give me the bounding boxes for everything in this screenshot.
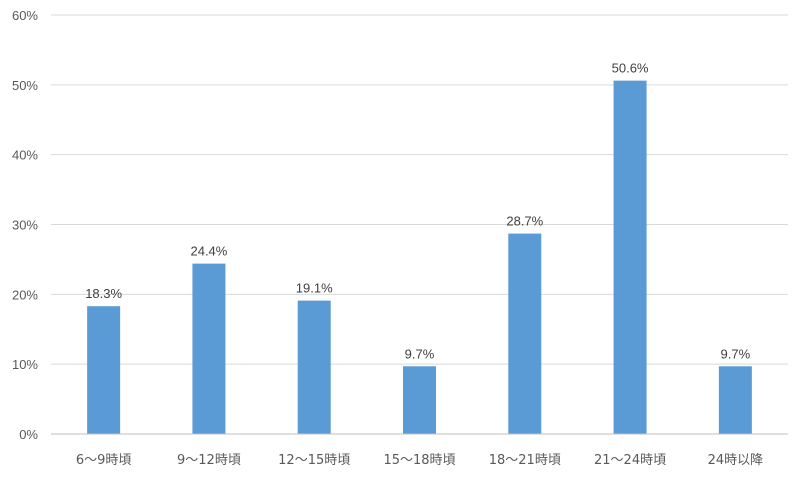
bar bbox=[613, 80, 647, 434]
data-label: 24.4% bbox=[190, 244, 227, 259]
y-tick-label: 60% bbox=[12, 8, 38, 23]
bar bbox=[192, 263, 226, 434]
bar bbox=[297, 300, 331, 434]
bar bbox=[508, 233, 542, 434]
category-label: 24時以降 bbox=[708, 453, 764, 468]
category-label: 6〜9時頃 bbox=[76, 453, 132, 468]
bar bbox=[718, 366, 752, 434]
y-tick-label: 0% bbox=[19, 427, 38, 442]
bar bbox=[403, 366, 436, 434]
y-tick-label: 30% bbox=[12, 218, 38, 233]
y-axis-tick-labels: 0% 10% 20% 30% 40% 50% 60% bbox=[12, 8, 38, 442]
data-label: 18.3% bbox=[85, 286, 122, 301]
y-tick-label: 40% bbox=[12, 148, 38, 163]
category-label: 18〜21時頃 bbox=[489, 453, 561, 468]
data-label: 9.7% bbox=[405, 346, 435, 361]
bars bbox=[87, 80, 752, 434]
data-label: 9.7% bbox=[721, 346, 751, 361]
y-tick-label: 20% bbox=[12, 287, 38, 302]
data-labels: 18.3% 24.4% 19.1% 9.7% 28.7% 50.6% 9.7% bbox=[85, 61, 750, 362]
gridlines bbox=[51, 14, 788, 365]
data-label: 19.1% bbox=[296, 281, 333, 296]
data-label: 50.6% bbox=[612, 61, 649, 76]
bar bbox=[87, 306, 121, 434]
y-tick-label: 50% bbox=[12, 78, 38, 93]
category-label: 12〜15時頃 bbox=[278, 453, 350, 468]
y-tick-label: 10% bbox=[12, 357, 38, 372]
data-label: 28.7% bbox=[506, 214, 543, 229]
category-label: 15〜18時頃 bbox=[383, 453, 455, 468]
category-label: 21〜24時頃 bbox=[594, 453, 666, 468]
x-axis-category-labels: 6〜9時頃 9〜12時頃 12〜15時頃 15〜18時頃 18〜21時頃 21〜24時頃 2… bbox=[76, 453, 763, 468]
category-label: 9〜12時頃 bbox=[177, 453, 241, 468]
